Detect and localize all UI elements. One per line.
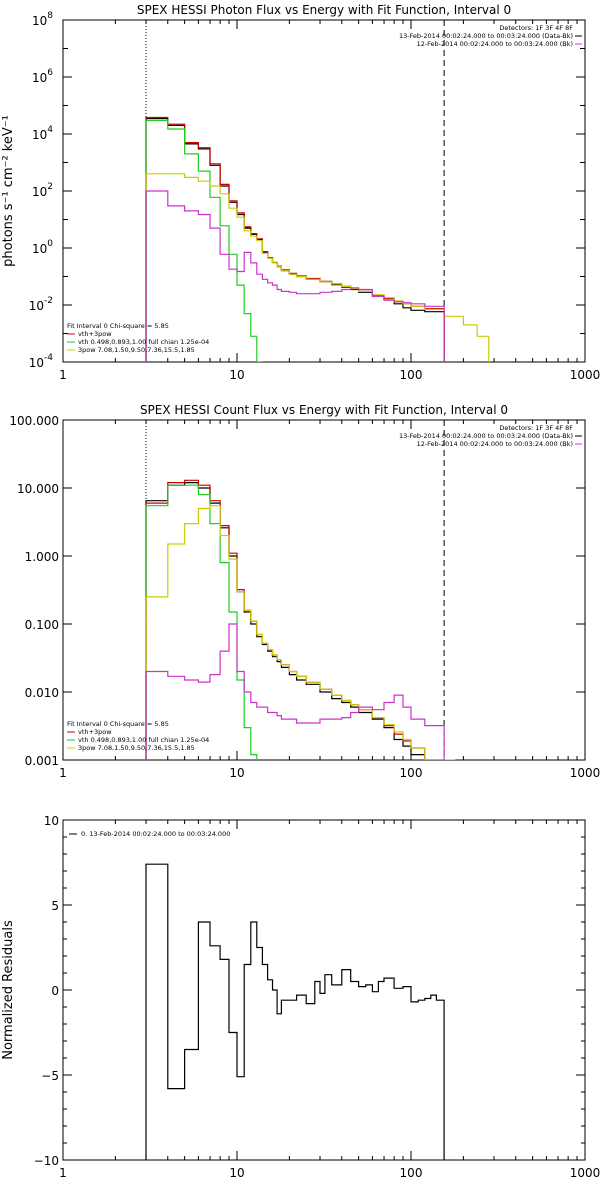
panel-3: 1 10 100 1000 10 5 0 −5 −10 Normalized Residuals 0… [1, 814, 600, 1180]
series-3pow [145, 505, 456, 760]
y-tick-label: −5 [41, 1069, 59, 1083]
panel-1: SPEX HESSI Photon Flux vs Energy with Fi… [1, 3, 600, 382]
y-tick-label: −10 [34, 1154, 59, 1168]
y-tick-label: 1.000 [25, 550, 59, 564]
x-tick-label: 1000 [570, 368, 600, 382]
legend-entry: 13-Feb-2014 00:02:24.000 to 00:03:24.000… [399, 432, 573, 440]
legend-entry: 13-Feb-2014 00:02:24.000 to 00:03:24.000… [399, 32, 573, 40]
x-tick-label: 10 [229, 1166, 244, 1180]
plot-frame [62, 419, 586, 761]
series-vth [145, 119, 263, 362]
plot-frame [62, 19, 586, 363]
series-bk [145, 190, 445, 362]
legend-entry: vth 0.498,0.893,1.00 full chian 1.25e-04 [78, 736, 209, 744]
chart-title: SPEX HESSI Photon Flux vs Energy with Fi… [137, 3, 511, 17]
legend-entry: Detectors: 1F 3F 4F 8F [499, 424, 573, 432]
panel-2: SPEX HESSI Count Flux vs Energy with Fit… [9, 403, 600, 780]
y-tick-label: 5 [51, 899, 59, 913]
x-tick-label: 10 [229, 766, 244, 780]
x-tick-label: 1 [59, 1166, 67, 1180]
y-tick-label: 10-2 [29, 296, 53, 313]
y-tick-label: 10-4 [29, 353, 54, 370]
y-tick-label: 108 [32, 11, 53, 28]
y-tick-label: 100 [32, 239, 53, 256]
legend-entry: Fit Interval 0 Chi-square = 5.85 [67, 322, 169, 330]
legend-entry: 12-Feb-2014 00:02:24.000 to 00:03:24.000… [417, 440, 573, 448]
chart-title: SPEX HESSI Count Flux vs Energy with Fit… [140, 403, 508, 417]
series-0-13-feb-2014-00-02-24-000-to-00-03-24-000 [145, 863, 445, 1160]
series-3pow [145, 173, 490, 362]
x-tick-label: 100 [400, 766, 423, 780]
legend-entry: vth+3pow [78, 330, 112, 338]
series-data-bk [145, 117, 445, 362]
y-tick-label: 0.100 [25, 618, 59, 632]
y-axis-label: photons s⁻¹ cm⁻² keV⁻¹ [1, 115, 16, 267]
y-tick-label: 104 [32, 125, 53, 142]
series-vth-3pow [145, 479, 445, 760]
y-tick-label: 10.000 [17, 482, 59, 496]
y-tick-label: 106 [32, 68, 53, 85]
y-axis-label: Normalized Residuals [1, 920, 16, 1060]
legend-entry: 3pow 7.08,1.50,9.50,7.36,15.5,1.85 [78, 744, 195, 752]
x-tick-label: 100 [400, 368, 423, 382]
legend-entry: 3pow 7.08,1.50,9.50,7.36,15.5,1.85 [78, 346, 195, 354]
x-tick-label: 1 [59, 368, 67, 382]
x-tick-label: 1 [59, 766, 67, 780]
x-tick-label: 10 [229, 368, 244, 382]
series-vth [145, 484, 258, 760]
x-tick-label: 1000 [570, 766, 600, 780]
y-tick-label: 102 [32, 182, 53, 199]
y-tick-label: 10 [44, 814, 59, 828]
legend-entry: vth 0.498,0.893,1.00 full chian 1.25e-04 [78, 338, 209, 346]
y-tick-label: 0 [51, 984, 59, 998]
series-bk [145, 623, 445, 760]
series-data-bk [145, 482, 445, 760]
x-tick-label: 1000 [570, 1166, 600, 1180]
y-tick-label: 0.001 [25, 754, 59, 768]
y-tick-label: 100.000 [9, 414, 59, 428]
legend-entry: Fit Interval 0 Chi-square = 5.85 [67, 720, 169, 728]
legend-entry: Detectors: 1F 3F 4F 8F [499, 24, 573, 32]
legend-entry: 0. 13-Feb-2014 00:02:24.000 to 00:03:24.… [81, 830, 230, 838]
plot-frame [62, 819, 586, 1161]
x-tick-label: 100 [400, 1166, 423, 1180]
legend-entry: vth+3pow [78, 728, 112, 736]
y-tick-label: 0.010 [25, 686, 59, 700]
legend-entry: 12-Feb-2014 00:02:24.000 to 00:03:24.000… [417, 40, 573, 48]
